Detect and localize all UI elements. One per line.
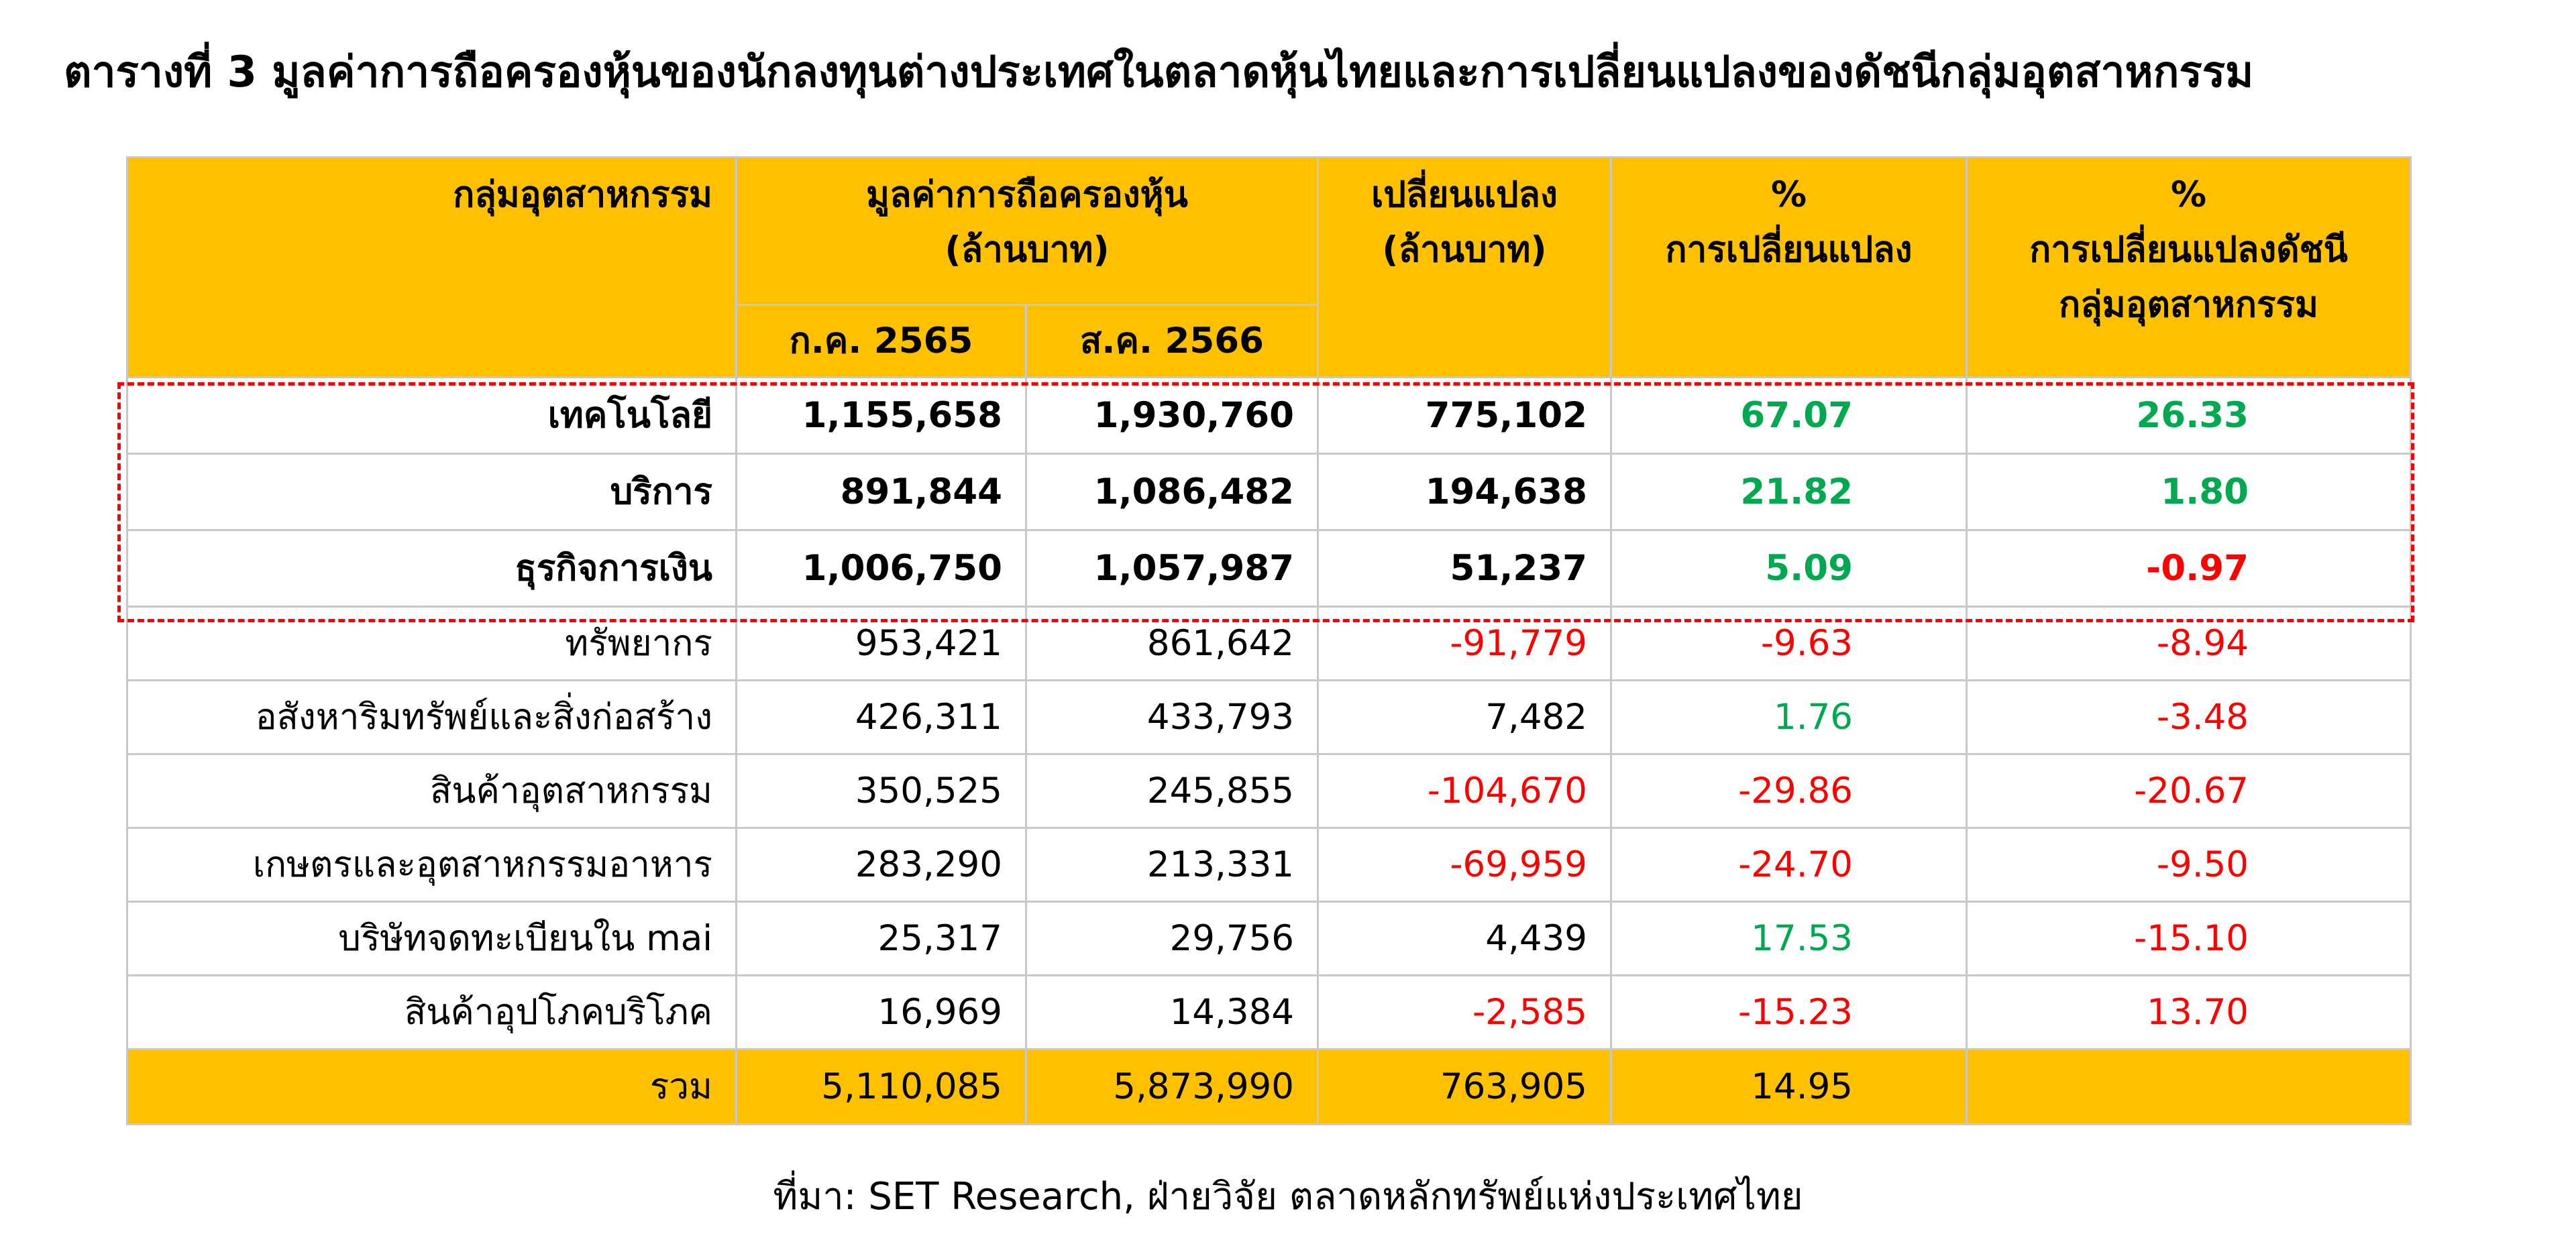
value-aug-2023: 29,756 xyxy=(1024,901,1320,976)
table-row: ธุรกิจการเงิน 1,006,750 1,057,987 51,237… xyxy=(126,529,2412,608)
pct-change: 17.53 xyxy=(1610,901,1968,976)
header-idx-line2: การเปลี่ยนแปลงดัชนี xyxy=(2029,229,2348,270)
header-change-line2: (ล้านบาท) xyxy=(1382,229,1547,270)
header-idx-line3: กลุ่มอุตสาหกรรม xyxy=(2059,284,2318,325)
value-change: 51,237 xyxy=(1317,529,1613,608)
index-change: 1.80 xyxy=(1966,453,2412,531)
header-idx-line1: % xyxy=(2170,174,2207,215)
header-pct-line1: % xyxy=(1770,174,1807,215)
pct-change: -9.63 xyxy=(1610,606,1968,681)
table-row: สินค้าอุตสาหกรรม 350,525 245,855 -104,67… xyxy=(126,753,2412,829)
value-aug-2023: 1,930,760 xyxy=(1024,376,1320,455)
value-aug-2023: 14,384 xyxy=(1024,974,1320,1050)
value-change: -104,670 xyxy=(1317,753,1613,829)
header-index-change: % การเปลี่ยนแปลงดัชนี กลุ่มอุตสาหกรรม xyxy=(1966,156,2412,378)
header-change-line1: เปลี่ยนแปลง xyxy=(1371,174,1558,215)
header-holding-line2: (ล้านบาท) xyxy=(945,229,1110,270)
pct-change: 1.76 xyxy=(1610,679,1968,755)
value-change: -69,959 xyxy=(1317,827,1613,903)
value-jul-2022: 1,006,750 xyxy=(735,529,1027,608)
index-change: 26.33 xyxy=(1966,376,2412,455)
source-note: ที่มา: SET Research, ฝ่ายวิจัย ตลาดหลักท… xyxy=(773,1175,1803,1218)
value-jul-2022: 283,290 xyxy=(735,827,1027,903)
header-sector: กลุ่มอุตสาหกรรม xyxy=(126,156,737,378)
table-row: ทรัพยากร 953,421 861,642 -91,779 -9.63 -… xyxy=(126,606,2412,681)
value-change: -2,585 xyxy=(1317,974,1613,1050)
value-aug-2023: 213,331 xyxy=(1024,827,1320,903)
sector-name: อสังหาริมทรัพย์และสิ่งก่อสร้าง xyxy=(126,679,737,755)
value-aug-2023: 245,855 xyxy=(1024,753,1320,829)
pct-change: 21.82 xyxy=(1610,453,1968,531)
value-change: 4,439 xyxy=(1317,901,1613,976)
total-pct-change: 14.95 xyxy=(1610,1048,1968,1125)
header-aug-2023: ส.ค. 2566 xyxy=(1024,304,1320,378)
value-change: 194,638 xyxy=(1317,453,1613,531)
table-row: สินค้าอุปโภคบริโภค 16,969 14,384 -2,585 … xyxy=(126,974,2412,1050)
value-change: 775,102 xyxy=(1317,376,1613,455)
value-change: 7,482 xyxy=(1317,679,1613,755)
sector-name: สินค้าอุปโภคบริโภค xyxy=(126,974,737,1050)
pct-change: 67.07 xyxy=(1610,376,1968,455)
value-jul-2022: 953,421 xyxy=(735,606,1027,681)
total-index-change xyxy=(1966,1048,2412,1125)
value-jul-2022: 426,311 xyxy=(735,679,1027,755)
table-row: เกษตรและอุตสาหกรรมอาหาร 283,290 213,331 … xyxy=(126,827,2412,903)
index-change: -8.94 xyxy=(1966,606,2412,681)
total-jul-2022: 5,110,085 xyxy=(735,1048,1027,1125)
holdings-table: กลุ่มอุตสาหกรรม มูลค่าการถือครองหุ้น (ล้… xyxy=(126,156,2412,1125)
total-change: 763,905 xyxy=(1317,1048,1613,1125)
pct-change: 5.09 xyxy=(1610,529,1968,608)
value-jul-2022: 1,155,658 xyxy=(735,376,1027,455)
header-change: เปลี่ยนแปลง (ล้านบาท) xyxy=(1317,156,1613,378)
index-change: -0.97 xyxy=(1966,529,2412,608)
value-aug-2023: 1,057,987 xyxy=(1024,529,1320,608)
page-title: ตารางที่ 3 มูลค่าการถือครองหุ้นของนักลงท… xyxy=(64,48,2254,97)
header-holding-value: มูลค่าการถือครองหุ้น (ล้านบาท) xyxy=(735,156,1320,306)
table-row: บริษัทจดทะเบียนใน mai 25,317 29,756 4,43… xyxy=(126,901,2412,976)
table-row: อสังหาริมทรัพย์และสิ่งก่อสร้าง 426,311 4… xyxy=(126,679,2412,755)
value-jul-2022: 25,317 xyxy=(735,901,1027,976)
total-aug-2023: 5,873,990 xyxy=(1024,1048,1320,1125)
sector-name: บริษัทจดทะเบียนใน mai xyxy=(126,901,737,976)
value-jul-2022: 350,525 xyxy=(735,753,1027,829)
index-change: -15.10 xyxy=(1966,901,2412,976)
value-aug-2023: 1,086,482 xyxy=(1024,453,1320,531)
sector-name: เทคโนโลยี xyxy=(126,376,737,455)
pct-change: -24.70 xyxy=(1610,827,1968,903)
sector-name: บริการ xyxy=(126,453,737,531)
header-sector-label: กลุ่มอุตสาหกรรม xyxy=(453,174,712,215)
sector-name: ธุรกิจการเงิน xyxy=(126,529,737,608)
header-pct-change: % การเปลี่ยนแปลง xyxy=(1610,156,1968,378)
header-jul-2022: ก.ค. 2565 xyxy=(735,304,1027,378)
sector-name: ทรัพยากร xyxy=(126,606,737,681)
header-holding-line1: มูลค่าการถือครองหุ้น xyxy=(866,174,1188,215)
pct-change: -15.23 xyxy=(1610,974,1968,1050)
index-change: 13.70 xyxy=(1966,974,2412,1050)
value-jul-2022: 891,844 xyxy=(735,453,1027,531)
table-row: บริการ 891,844 1,086,482 194,638 21.82 1… xyxy=(126,453,2412,531)
sector-name: สินค้าอุตสาหกรรม xyxy=(126,753,737,829)
index-change: -20.67 xyxy=(1966,753,2412,829)
index-change: -9.50 xyxy=(1966,827,2412,903)
value-aug-2023: 861,642 xyxy=(1024,606,1320,681)
value-change: -91,779 xyxy=(1317,606,1613,681)
header-pct-line2: การเปลี่ยนแปลง xyxy=(1665,229,1913,270)
value-aug-2023: 433,793 xyxy=(1024,679,1320,755)
index-change: -3.48 xyxy=(1966,679,2412,755)
sector-name: เกษตรและอุตสาหกรรมอาหาร xyxy=(126,827,737,903)
total-row: รวม 5,110,085 5,873,990 763,905 14.95 xyxy=(126,1048,2412,1125)
total-label: รวม xyxy=(126,1048,737,1125)
value-jul-2022: 16,969 xyxy=(735,974,1027,1050)
table-row: เทคโนโลยี 1,155,658 1,930,760 775,102 67… xyxy=(126,376,2412,455)
pct-change: -29.86 xyxy=(1610,753,1968,829)
